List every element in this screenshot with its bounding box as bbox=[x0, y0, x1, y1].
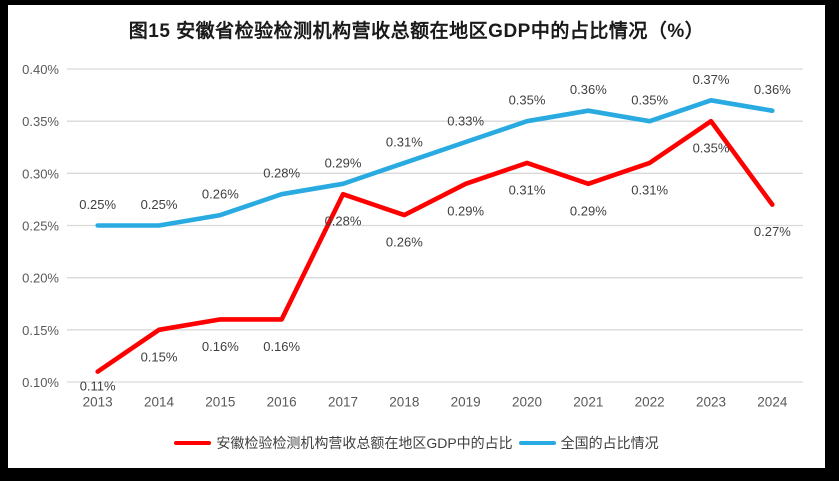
chart-title: 图15 安徽省检验检测机构营收总额在地区GDP中的占比情况（%） bbox=[128, 21, 705, 42]
data-label: 0.27% bbox=[754, 224, 791, 239]
y-tick-label: 0.15% bbox=[22, 323, 59, 338]
chart-legend: 安徽检验检测机构营收总额在地区GDP中的占比 全国的占比情况 bbox=[8, 433, 825, 453]
legend-item-anhui[interactable]: 安徽检验检测机构营收总额在地区GDP中的占比 bbox=[174, 433, 513, 453]
data-label: 0.31% bbox=[386, 134, 423, 149]
x-tick-label: 2020 bbox=[512, 395, 542, 410]
legend-swatch-national-line-icon bbox=[518, 440, 556, 446]
x-tick-label: 2016 bbox=[267, 395, 297, 410]
y-tick-label: 0.25% bbox=[22, 219, 59, 234]
y-tick-label: 0.10% bbox=[22, 375, 59, 390]
legend-label-anhui: 安徽检验检测机构营收总额在地区GDP中的占比 bbox=[216, 435, 513, 451]
x-tick-label: 2013 bbox=[83, 395, 113, 410]
y-tick-label: 0.30% bbox=[22, 166, 59, 181]
data-label: 0.37% bbox=[693, 72, 730, 87]
x-tick-label: 2023 bbox=[696, 395, 726, 410]
legend-label-national: 全国的占比情况 bbox=[560, 435, 659, 451]
data-label: 0.35% bbox=[693, 141, 730, 156]
x-tick-label: 2018 bbox=[389, 395, 419, 410]
data-label: 0.31% bbox=[631, 182, 668, 197]
data-label: 0.33% bbox=[447, 114, 484, 129]
data-label: 0.26% bbox=[386, 235, 423, 250]
data-label: 0.35% bbox=[631, 93, 668, 108]
chart-canvas bbox=[8, 5, 825, 468]
data-label: 0.36% bbox=[570, 82, 607, 97]
x-tick-label: 2017 bbox=[328, 395, 358, 410]
x-tick-label: 2019 bbox=[451, 395, 481, 410]
data-label: 0.26% bbox=[202, 187, 239, 202]
data-label: 0.15% bbox=[141, 349, 178, 364]
data-label: 0.11% bbox=[80, 379, 116, 394]
data-label: 0.29% bbox=[447, 203, 484, 218]
data-label: 0.35% bbox=[509, 93, 546, 108]
data-label: 0.28% bbox=[325, 214, 362, 229]
data-label: 0.29% bbox=[325, 155, 362, 170]
legend-swatch-anhui-line-icon bbox=[174, 440, 212, 446]
series-line-national bbox=[95, 98, 775, 228]
series-line-anhui bbox=[95, 118, 775, 374]
data-label: 0.25% bbox=[79, 197, 116, 212]
data-label: 0.36% bbox=[754, 82, 791, 97]
data-label: 0.25% bbox=[141, 197, 178, 212]
data-label: 0.29% bbox=[570, 203, 607, 218]
x-tick-label: 2015 bbox=[205, 395, 235, 410]
x-tick-label: 2024 bbox=[757, 395, 788, 410]
x-tick-label: 2021 bbox=[573, 395, 603, 410]
data-label: 0.28% bbox=[263, 166, 300, 181]
y-tick-label: 0.35% bbox=[22, 114, 59, 129]
x-tick-label: 2022 bbox=[635, 395, 665, 410]
x-tick-label: 2014 bbox=[144, 395, 175, 410]
legend-item-national[interactable]: 全国的占比情况 bbox=[518, 433, 659, 453]
data-label: 0.31% bbox=[509, 182, 546, 197]
y-tick-label: 0.40% bbox=[22, 62, 59, 77]
y-tick-label: 0.20% bbox=[22, 271, 59, 286]
data-label: 0.16% bbox=[202, 339, 239, 354]
data-label: 0.16% bbox=[263, 339, 300, 354]
